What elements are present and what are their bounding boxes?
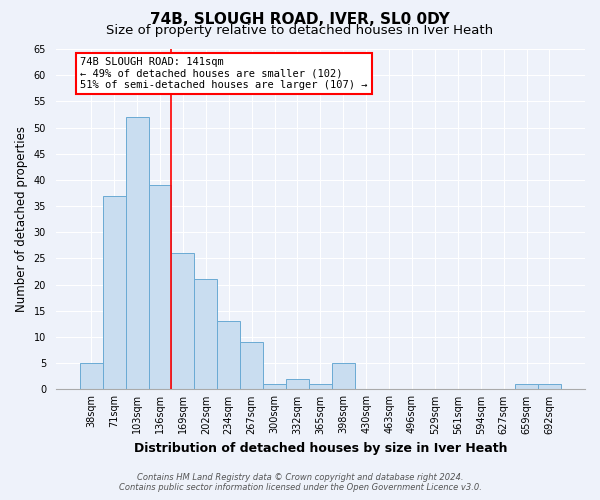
Bar [149, 185, 172, 390]
Bar [309, 384, 332, 390]
Bar [332, 363, 355, 390]
Bar [80, 363, 103, 390]
Bar [217, 322, 240, 390]
Bar [515, 384, 538, 390]
Bar [263, 384, 286, 390]
Text: Size of property relative to detached houses in Iver Heath: Size of property relative to detached ho… [106, 24, 494, 37]
Y-axis label: Number of detached properties: Number of detached properties [15, 126, 28, 312]
Bar [172, 254, 194, 390]
X-axis label: Distribution of detached houses by size in Iver Heath: Distribution of detached houses by size … [134, 442, 507, 455]
Text: 74B, SLOUGH ROAD, IVER, SL0 0DY: 74B, SLOUGH ROAD, IVER, SL0 0DY [150, 12, 450, 28]
Bar [538, 384, 561, 390]
Text: Contains HM Land Registry data © Crown copyright and database right 2024.
Contai: Contains HM Land Registry data © Crown c… [119, 473, 481, 492]
Bar [194, 280, 217, 390]
Bar [125, 117, 149, 390]
Bar [286, 379, 309, 390]
Bar [103, 196, 125, 390]
Text: 74B SLOUGH ROAD: 141sqm
← 49% of detached houses are smaller (102)
51% of semi-d: 74B SLOUGH ROAD: 141sqm ← 49% of detache… [80, 57, 368, 90]
Bar [240, 342, 263, 390]
